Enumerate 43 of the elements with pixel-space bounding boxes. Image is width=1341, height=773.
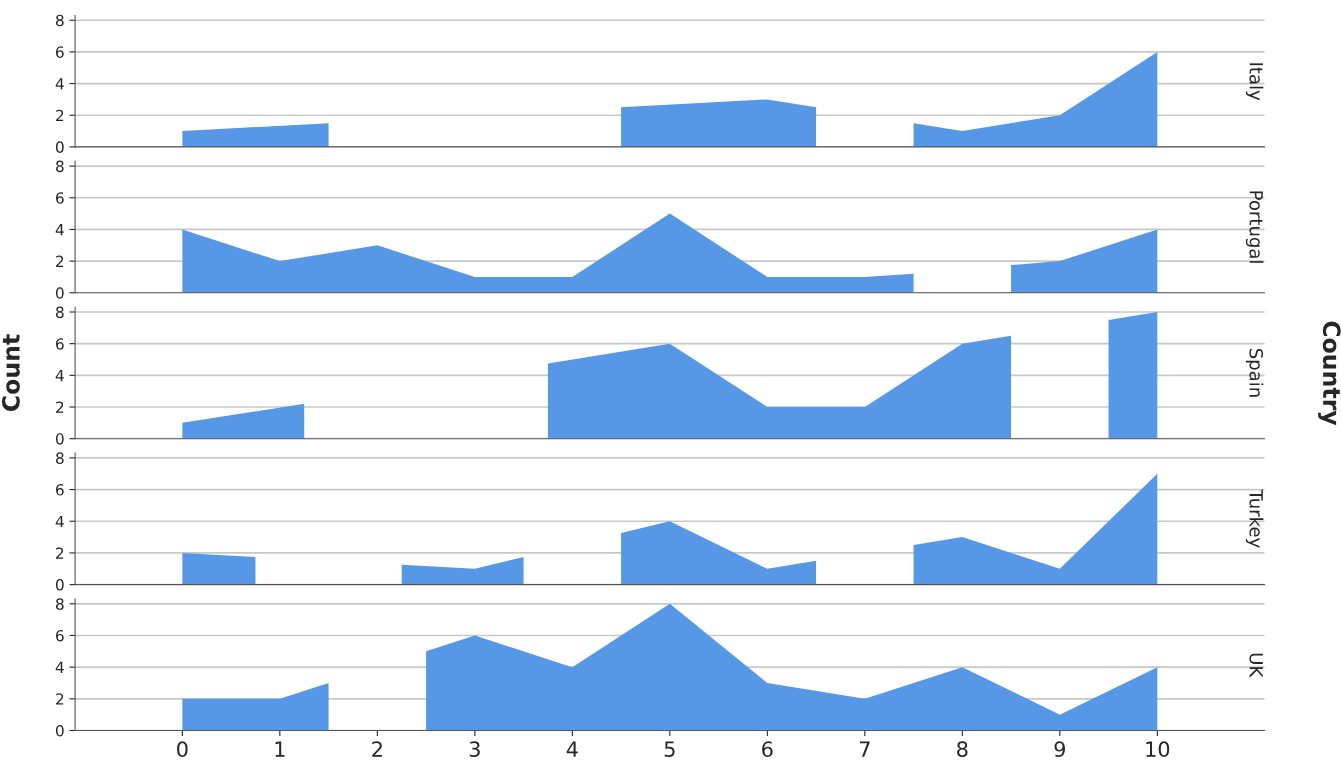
y-axis-title: Count — [1, 334, 20, 412]
x-tick-label: 1 — [275, 741, 285, 757]
y-tick-label: 8 — [55, 14, 64, 27]
y-tick-label: 8 — [55, 160, 64, 173]
y-tick-label: 8 — [55, 598, 64, 610]
y-tick-label: 6 — [56, 629, 64, 642]
y2-axis-title: Country — [1318, 321, 1341, 426]
y-tick-label: 0 — [55, 433, 64, 445]
x-tick-label: 3 — [469, 741, 480, 758]
y-tick-label: 8 — [55, 306, 64, 319]
y-tick-label: 2 — [56, 401, 64, 413]
y-tick-label: 4 — [55, 78, 64, 90]
y-tick-label: 4 — [55, 224, 64, 236]
x-tick-label: 9 — [1054, 741, 1065, 758]
y-tick-label: 4 — [55, 515, 64, 528]
y-tick-label: 2 — [56, 255, 64, 267]
text: Spain — [1245, 348, 1264, 397]
y-tick-label: 0 — [55, 141, 64, 153]
x-tick-label: 0 — [177, 741, 188, 758]
text: Portugal — [1245, 191, 1264, 263]
y-tick-label: 0 — [55, 287, 64, 299]
y-tick-label: 0 — [55, 579, 64, 591]
y-tick-label: 2 — [56, 547, 64, 559]
x-tick-label: 7 — [859, 741, 870, 757]
x-tick-label: 10 — [1146, 741, 1170, 758]
x-tick-label: 8 — [957, 741, 968, 758]
text: UK — [1249, 653, 1263, 678]
y-tick-label: 6 — [56, 192, 64, 204]
y-tick-label: 6 — [56, 484, 64, 496]
y-tick-label: 2 — [56, 693, 64, 705]
y-tick-label: 6 — [56, 338, 64, 350]
x-tick-label: 2 — [372, 741, 382, 757]
text: Turkey — [1245, 489, 1264, 548]
y-tick-label: 8 — [55, 452, 64, 464]
x-tick-label: 4 — [566, 741, 578, 757]
y-tick-label: 4 — [55, 370, 64, 382]
y-tick-label: 0 — [55, 724, 64, 737]
x-tick-label: 5 — [664, 741, 675, 758]
text: Italy — [1245, 63, 1264, 101]
y-tick-label: 2 — [56, 109, 64, 122]
x-tick-label: 6 — [762, 741, 773, 758]
y-tick-label: 4 — [55, 661, 64, 673]
y-tick-label: 6 — [56, 46, 64, 58]
